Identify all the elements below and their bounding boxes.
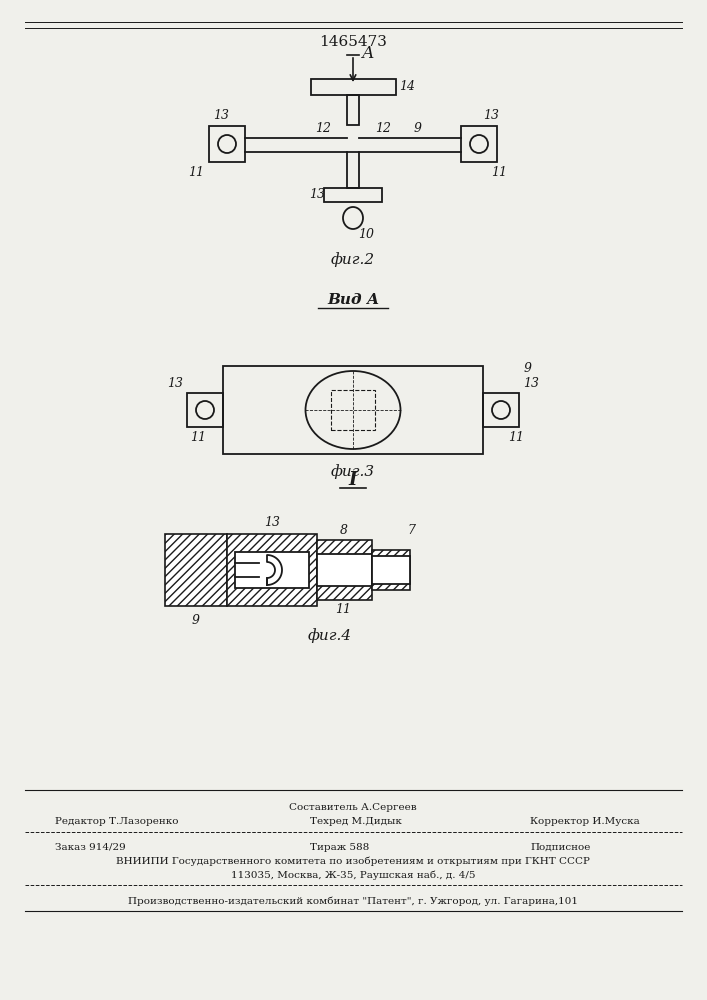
Bar (223, 366, 483, 454)
Text: I: I (349, 471, 357, 489)
Text: 13: 13 (523, 377, 539, 390)
Text: 113035, Москва, Ж-35, Раушская наб., д. 4/5: 113035, Москва, Ж-35, Раушская наб., д. … (230, 870, 475, 880)
Bar (317, 540, 372, 600)
Text: 13: 13 (309, 188, 325, 202)
Text: Вид А: Вид А (327, 293, 379, 307)
Bar (331, 390, 375, 430)
Text: 13: 13 (264, 516, 280, 529)
Bar (324, 188, 382, 202)
Text: 9: 9 (524, 361, 532, 374)
Text: 10: 10 (358, 229, 374, 241)
Bar (347, 95, 359, 125)
Text: Заказ 914/29: Заказ 914/29 (55, 843, 126, 852)
Text: Техред М.Дидык: Техред М.Дидык (310, 817, 402, 826)
Text: 11: 11 (190, 431, 206, 444)
Text: 7: 7 (407, 524, 415, 537)
Text: 13: 13 (213, 109, 229, 122)
Bar (209, 126, 245, 162)
Text: 11: 11 (335, 603, 351, 616)
Text: ВНИИПИ Государственного комитета по изобретениям и открытиям при ГКНТ СССР: ВНИИПИ Государственного комитета по изоб… (116, 857, 590, 866)
Polygon shape (267, 555, 282, 585)
Text: 12: 12 (375, 121, 391, 134)
Text: 11: 11 (508, 431, 524, 444)
Text: 1465473: 1465473 (319, 35, 387, 49)
Text: 12: 12 (315, 121, 331, 134)
Text: 11: 11 (491, 166, 507, 179)
Text: Корректор И.Муска: Корректор И.Муска (530, 817, 640, 826)
Text: Редактор Т.Лазоренко: Редактор Т.Лазоренко (55, 817, 178, 826)
Text: 14: 14 (399, 81, 415, 94)
Bar (461, 126, 497, 162)
Text: 8: 8 (340, 524, 348, 537)
Text: Подписное: Подписное (530, 843, 590, 852)
Text: фиг.4: фиг.4 (308, 629, 352, 643)
Bar (235, 552, 309, 588)
Bar (317, 554, 372, 586)
Text: фиг.2: фиг.2 (331, 253, 375, 267)
Bar (187, 393, 223, 427)
Text: 9: 9 (414, 122, 422, 135)
Bar (372, 550, 410, 590)
Text: 13: 13 (167, 377, 183, 390)
Bar (227, 534, 317, 606)
Text: А: А (362, 45, 375, 62)
Text: фиг.3: фиг.3 (331, 465, 375, 479)
Bar (311, 79, 396, 95)
Text: 11: 11 (188, 166, 204, 179)
Text: Тираж 588: Тираж 588 (310, 843, 369, 852)
Text: Производственно-издательский комбинат "Патент", г. Ужгород, ул. Гагарина,101: Производственно-издательский комбинат "П… (128, 896, 578, 906)
Bar (372, 556, 410, 584)
Text: Составитель А.Сергеев: Составитель А.Сергеев (289, 803, 417, 812)
Bar (165, 534, 227, 606)
Bar (483, 393, 519, 427)
Bar (347, 152, 359, 188)
Text: 9: 9 (192, 614, 200, 627)
Text: 13: 13 (483, 109, 499, 122)
